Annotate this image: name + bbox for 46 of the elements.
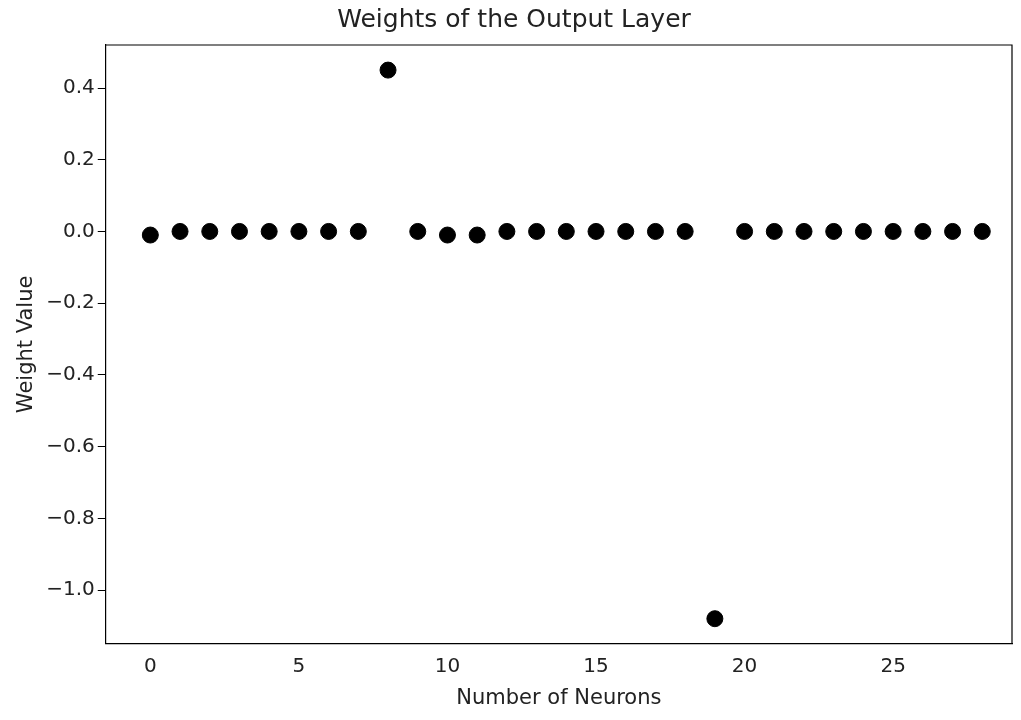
y-tick-label: −1.0 — [46, 576, 95, 601]
y-tick-label: −0.4 — [46, 361, 95, 386]
y-tick-label: 0.2 — [62, 145, 95, 170]
x-tick-label: 10 — [434, 653, 461, 677]
point — [617, 222, 635, 240]
point — [409, 222, 427, 240]
x-tick-label: 25 — [880, 653, 906, 677]
point — [379, 61, 397, 79]
point — [528, 222, 546, 240]
point — [944, 222, 962, 240]
point — [973, 222, 991, 240]
y-tick-label: −0.6 — [46, 432, 95, 457]
point — [290, 222, 308, 240]
point — [141, 226, 159, 244]
x-axis-title: Number of Neurons — [456, 684, 662, 709]
point — [557, 222, 575, 240]
point — [736, 222, 754, 240]
point — [438, 226, 456, 244]
x-tick-label: 5 — [292, 653, 306, 677]
x-tick-label: 15 — [583, 653, 609, 677]
point — [587, 222, 605, 240]
x-tick-label: 20 — [731, 653, 758, 677]
point — [825, 222, 843, 240]
point — [171, 222, 189, 240]
point — [914, 222, 932, 240]
y-tick-label: −0.2 — [46, 289, 95, 314]
y-tick-label: 0.4 — [62, 74, 95, 99]
point — [765, 222, 783, 240]
point — [706, 610, 724, 628]
point — [646, 222, 664, 240]
point — [230, 222, 248, 240]
point — [884, 222, 902, 240]
point — [795, 222, 813, 240]
point — [320, 222, 338, 240]
point — [498, 222, 516, 240]
y-tick-label: −0.8 — [46, 504, 95, 529]
chart-title: Weights of the Output Layer — [337, 3, 692, 33]
point — [260, 222, 278, 240]
point — [468, 226, 486, 244]
y-tick-label: 0.0 — [62, 217, 95, 242]
point — [201, 222, 219, 240]
point — [349, 222, 367, 240]
point — [854, 222, 872, 240]
x-tick-label: 0 — [143, 653, 157, 677]
y-axis-title: Weight Value — [13, 275, 38, 414]
point — [676, 222, 694, 240]
